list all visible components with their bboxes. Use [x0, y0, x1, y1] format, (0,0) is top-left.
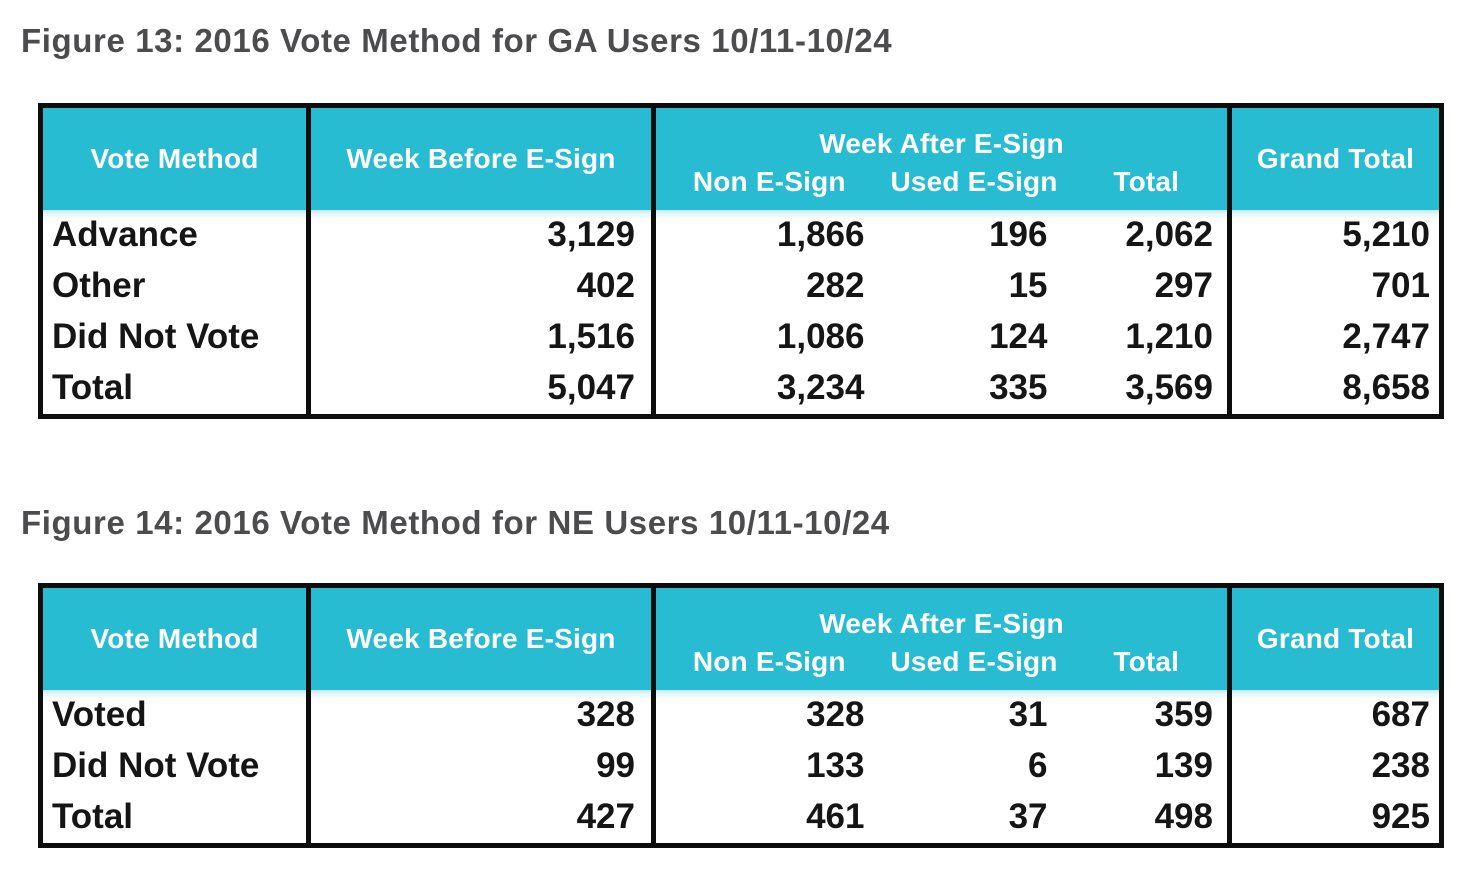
column-header-grand-total: Grand Total — [1229, 585, 1442, 690]
column-header-non-esign: Non E-Sign — [653, 161, 883, 210]
row-label: Did Not Vote — [40, 311, 311, 363]
value-cell: 282 — [653, 260, 883, 312]
column-header-used-esign: Used E-Sign — [882, 161, 1066, 210]
column-header-week-before: Week Before E-Sign — [308, 585, 656, 690]
ne-table-body: Voted 328 328 31 359 687 Did Not Vote 99… — [40, 689, 1442, 845]
value-cell: 701 — [1229, 260, 1442, 312]
value-cell: 328 — [308, 689, 656, 741]
ne-vote-method-table: Vote Method Week Before E-Sign Week Afte… — [38, 583, 1444, 848]
value-cell: 925 — [1229, 791, 1442, 845]
row-label: Total — [40, 362, 311, 416]
value-cell: 238 — [1229, 740, 1442, 792]
ga-table-header: Vote Method Week Before E-Sign Week Afte… — [40, 105, 1442, 210]
value-cell: 1,086 — [653, 311, 883, 363]
ga-table-body: Advance 3,129 1,866 196 2,062 5,210 Othe… — [40, 209, 1442, 416]
figure-13-title: Figure 13: 2016 Vote Method for GA Users… — [21, 22, 893, 59]
value-cell: 5,047 — [308, 362, 656, 416]
value-cell: 3,569 — [1065, 362, 1232, 416]
column-header-grand-total: Grand Total — [1229, 105, 1442, 210]
value-cell: 5,210 — [1229, 209, 1442, 261]
value-cell: 1,516 — [308, 311, 656, 363]
value-cell: 2,062 — [1065, 209, 1232, 261]
column-header-used-esign: Used E-Sign — [882, 641, 1066, 690]
value-cell: 3,129 — [308, 209, 656, 261]
table-row: Advance 3,129 1,866 196 2,062 5,210 — [40, 209, 1442, 261]
value-cell: 3,234 — [653, 362, 883, 416]
value-cell: 31 — [882, 689, 1066, 741]
value-cell: 1,210 — [1065, 311, 1232, 363]
figure-14-title: Figure 14: 2016 Vote Method for NE Users… — [21, 504, 890, 541]
column-header-non-esign: Non E-Sign — [653, 641, 883, 690]
value-cell: 2,747 — [1229, 311, 1442, 363]
value-cell: 37 — [882, 791, 1066, 845]
table-row: Total 427 461 37 498 925 — [40, 791, 1442, 845]
value-cell: 1,866 — [653, 209, 883, 261]
value-cell: 99 — [308, 740, 656, 792]
table-row: Did Not Vote 1,516 1,086 124 1,210 2,747 — [40, 311, 1442, 363]
value-cell: 139 — [1065, 740, 1232, 792]
column-header-week-after-total: Total — [1065, 641, 1232, 690]
value-cell: 687 — [1229, 689, 1442, 741]
value-cell: 461 — [653, 791, 883, 845]
column-header-week-before: Week Before E-Sign — [308, 105, 656, 210]
table-row: Voted 328 328 31 359 687 — [40, 689, 1442, 741]
column-header-vote-method: Vote Method — [40, 585, 311, 690]
row-label: Did Not Vote — [40, 740, 311, 792]
ga-vote-method-table: Vote Method Week Before E-Sign Week Afte… — [38, 103, 1444, 419]
value-cell: 297 — [1065, 260, 1232, 312]
value-cell: 427 — [308, 791, 656, 845]
value-cell: 15 — [882, 260, 1066, 312]
value-cell: 402 — [308, 260, 656, 312]
column-group-week-after: Week After E-Sign — [653, 585, 1232, 642]
ne-table-header: Vote Method Week Before E-Sign Week Afte… — [40, 585, 1442, 690]
table-row: Did Not Vote 99 133 6 139 238 — [40, 740, 1442, 792]
value-cell: 196 — [882, 209, 1066, 261]
header-row-group: Vote Method Week Before E-Sign Week Afte… — [40, 105, 1442, 210]
value-cell: 124 — [882, 311, 1066, 363]
value-cell: 328 — [653, 689, 883, 741]
row-label: Voted — [40, 689, 311, 741]
column-header-vote-method: Vote Method — [40, 105, 311, 210]
header-row-sub: Non E-Sign Used E-Sign Total — [41, 161, 1442, 210]
value-cell: 6 — [882, 740, 1066, 792]
row-label: Total — [40, 791, 311, 845]
row-label: Advance — [40, 209, 311, 261]
value-cell: 335 — [882, 362, 1066, 416]
value-cell: 133 — [653, 740, 883, 792]
header-row-group: Vote Method Week Before E-Sign Week Afte… — [40, 585, 1442, 690]
column-group-week-after: Week After E-Sign — [653, 105, 1232, 162]
table-row: Other 402 282 15 297 701 — [40, 260, 1442, 312]
table-row: Total 5,047 3,234 335 3,569 8,658 — [40, 362, 1442, 416]
header-row-sub: Non E-Sign Used E-Sign Total — [41, 641, 1442, 690]
row-label: Other — [40, 260, 311, 312]
value-cell: 498 — [1065, 791, 1232, 845]
value-cell: 8,658 — [1229, 362, 1442, 416]
value-cell: 359 — [1065, 689, 1232, 741]
column-header-week-after-total: Total — [1065, 161, 1232, 210]
